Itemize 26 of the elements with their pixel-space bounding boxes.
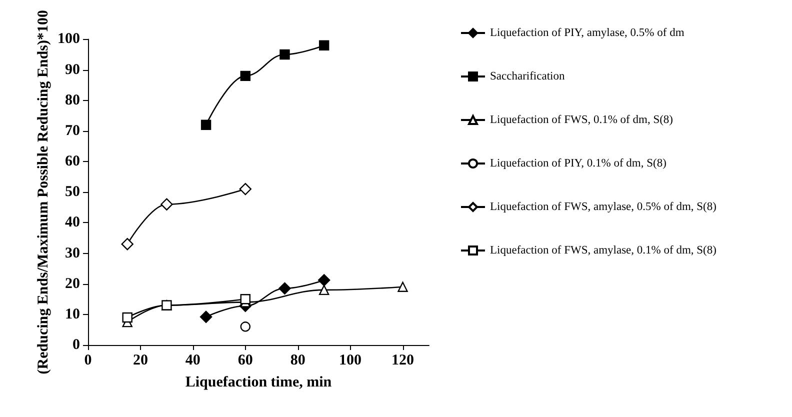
- y-tick-label: 50: [65, 184, 80, 200]
- x-tick-label: 80: [290, 352, 306, 368]
- y-tick-label: 80: [65, 92, 80, 108]
- y-tick-label: 40: [65, 214, 80, 231]
- legend-label: Liquefaction of PIY, amylase, 0.5% of dm: [490, 27, 684, 39]
- legend-label: Liquefaction of FWS, 0.1% of dm, S(8): [490, 114, 674, 126]
- x-tick-label: 120: [392, 352, 414, 368]
- y-axis-title: (Reducing Ends/Maximum Possible Reducing Ends)*100: [36, 10, 52, 374]
- x-tick-label: 100: [339, 352, 362, 368]
- legend-label: Liquefaction of FWS, amylase, 0.5% of dm, S(8): [490, 201, 717, 213]
- legend-label: Liquefaction of FWS, amylase, 0.1% of dm, S(8): [490, 244, 717, 256]
- legend-label: Saccharification: [490, 70, 565, 82]
- x-axis-title: Liquefaction time, min: [185, 374, 332, 390]
- x-tick-label: 40: [185, 352, 200, 368]
- y-tick-label: 0: [72, 337, 80, 353]
- x-tick-label: 20: [132, 352, 148, 368]
- x-tick-label: 60: [238, 352, 253, 368]
- y-tick-label: 100: [58, 31, 80, 48]
- x-tick-label: 0: [84, 352, 92, 368]
- y-tick-label: 70: [65, 122, 80, 139]
- y-tick-label: 90: [65, 62, 80, 78]
- y-tick-label: 20: [65, 276, 80, 292]
- y-tick-label: 60: [65, 154, 80, 170]
- y-tick-label: 30: [65, 245, 80, 262]
- y-tick-label: 10: [65, 306, 80, 322]
- legend-label: Liquefaction of PIY, 0.1% of dm, S(8): [490, 158, 667, 170]
